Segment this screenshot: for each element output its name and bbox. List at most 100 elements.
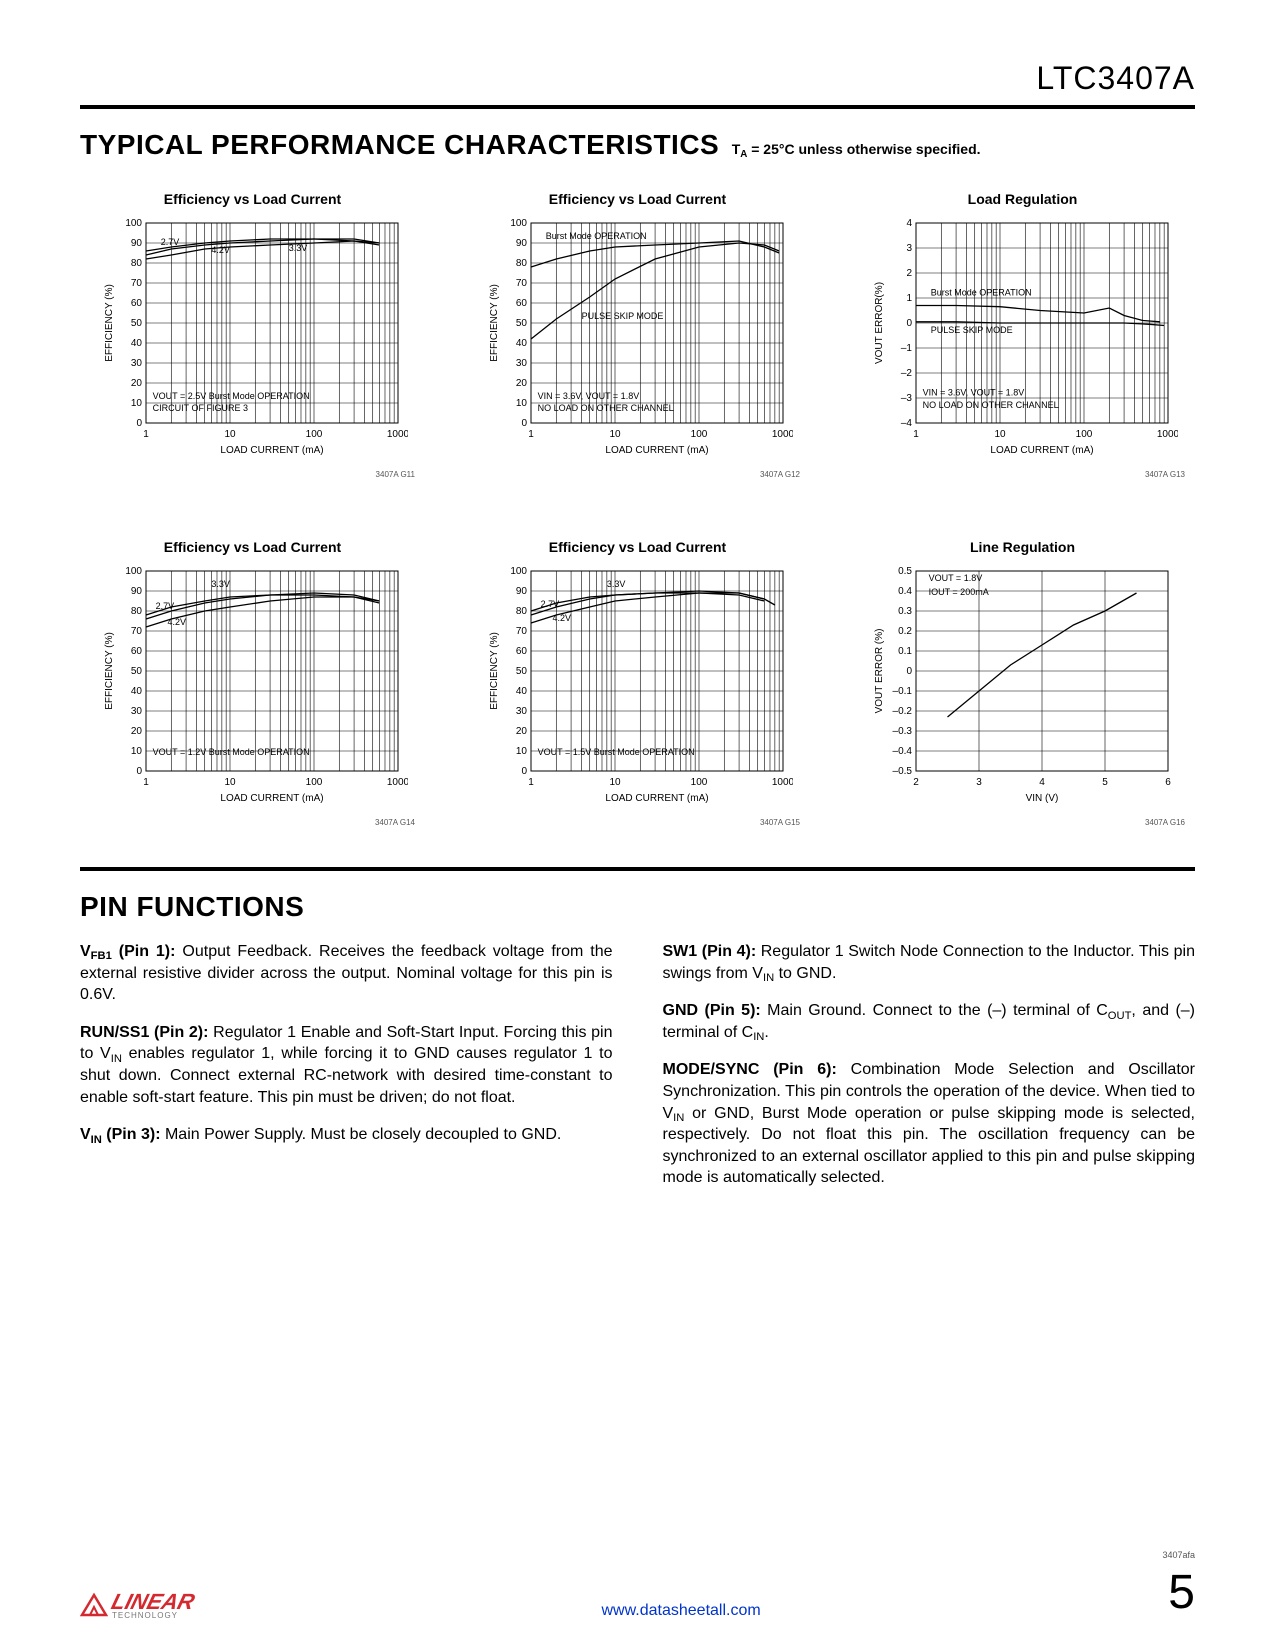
chart-g12: Efficiency vs Load Current01020304050607… <box>465 191 810 479</box>
footer-revision: 3407afa <box>1162 1550 1195 1560</box>
chart-footer-id: 3407A G11 <box>80 470 425 479</box>
part-number: LTC3407A <box>80 60 1195 97</box>
svg-text:1000: 1000 <box>1156 429 1177 440</box>
svg-text:2.7V: 2.7V <box>160 237 179 247</box>
svg-text:VOUT ERROR (%): VOUT ERROR (%) <box>874 629 885 714</box>
linear-logo: LINEAR TECHNOLOGY <box>80 1589 194 1620</box>
svg-text:–0.5: –0.5 <box>892 766 912 777</box>
svg-text:20: 20 <box>515 726 527 737</box>
svg-text:VOUT ERROR(%): VOUT ERROR(%) <box>874 282 885 364</box>
section-title: TYPICAL PERFORMANCE CHARACTERISTICS <box>80 129 719 160</box>
svg-text:30: 30 <box>130 706 142 717</box>
svg-text:LOAD CURRENT (mA): LOAD CURRENT (mA) <box>220 445 323 456</box>
svg-text:3.3V: 3.3V <box>606 579 625 589</box>
svg-text:NO LOAD ON OTHER CHANNEL: NO LOAD ON OTHER CHANNEL <box>537 403 673 413</box>
chart-svg: 01020304050607080901001101001000LOAD CUR… <box>483 561 793 811</box>
svg-text:80: 80 <box>515 606 527 617</box>
svg-text:EFFICIENCY (%): EFFICIENCY (%) <box>104 284 115 362</box>
svg-text:3.3V: 3.3V <box>211 579 230 589</box>
chart-footer-id: 3407A G13 <box>850 470 1195 479</box>
svg-text:30: 30 <box>130 358 142 369</box>
svg-text:60: 60 <box>515 646 527 657</box>
svg-text:80: 80 <box>515 258 527 269</box>
svg-text:0.1: 0.1 <box>898 646 912 657</box>
svg-text:20: 20 <box>130 378 142 389</box>
svg-text:LOAD CURRENT (mA): LOAD CURRENT (mA) <box>220 793 323 804</box>
svg-text:0.4: 0.4 <box>898 586 912 597</box>
svg-text:IOUT = 200mA: IOUT = 200mA <box>928 587 988 597</box>
svg-text:60: 60 <box>515 298 527 309</box>
svg-text:100: 100 <box>510 566 527 577</box>
logo-text: LINEAR <box>109 1589 198 1615</box>
svg-text:VOUT = 1.2V Burst Mode OPERATI: VOUT = 1.2V Burst Mode OPERATION <box>152 747 309 757</box>
chart-g14: Efficiency vs Load Current01020304050607… <box>80 539 425 827</box>
header-rule <box>80 105 1195 109</box>
svg-text:0.5: 0.5 <box>898 566 912 577</box>
svg-text:0: 0 <box>906 318 912 329</box>
svg-text:0.2: 0.2 <box>898 626 912 637</box>
svg-text:40: 40 <box>130 338 142 349</box>
chart-g11: Efficiency vs Load Current01020304050607… <box>80 191 425 479</box>
svg-text:PULSE SKIP MODE: PULSE SKIP MODE <box>930 325 1012 335</box>
svg-text:EFFICIENCY (%): EFFICIENCY (%) <box>489 632 500 710</box>
svg-text:70: 70 <box>515 278 527 289</box>
footer: LINEAR TECHNOLOGY www.datasheetall.com 5 <box>80 1565 1195 1620</box>
svg-text:CIRCUIT OF FIGURE 3: CIRCUIT OF FIGURE 3 <box>152 403 247 413</box>
footer-url: www.datasheetall.com <box>194 1602 1168 1620</box>
svg-text:1: 1 <box>143 429 149 440</box>
svg-text:–3: –3 <box>900 393 912 404</box>
svg-text:Burst Mode OPERATION: Burst Mode OPERATION <box>545 231 646 241</box>
chart-title: Load Regulation <box>968 191 1078 207</box>
svg-text:Burst Mode OPERATION: Burst Mode OPERATION <box>930 288 1031 298</box>
svg-text:2.7V: 2.7V <box>540 599 559 609</box>
chart-svg: 01020304050607080901001101001000LOAD CUR… <box>98 213 408 463</box>
svg-text:VIN (V): VIN (V) <box>1025 793 1058 804</box>
chart-svg: 01020304050607080901001101001000LOAD CUR… <box>98 561 408 811</box>
svg-text:90: 90 <box>130 586 142 597</box>
svg-text:80: 80 <box>130 258 142 269</box>
svg-text:–2: –2 <box>900 368 912 379</box>
svg-text:4.2V: 4.2V <box>167 617 186 627</box>
svg-text:70: 70 <box>130 278 142 289</box>
svg-text:100: 100 <box>690 429 707 440</box>
svg-text:90: 90 <box>515 238 527 249</box>
svg-text:EFFICIENCY (%): EFFICIENCY (%) <box>104 632 115 710</box>
chart-title: Line Regulation <box>970 539 1075 555</box>
svg-text:20: 20 <box>130 726 142 737</box>
pin-description: VIN (Pin 3): Main Power Supply. Must be … <box>80 1124 613 1146</box>
svg-text:100: 100 <box>305 429 322 440</box>
svg-text:40: 40 <box>130 686 142 697</box>
svg-text:80: 80 <box>130 606 142 617</box>
chart-footer-id: 3407A G12 <box>465 470 810 479</box>
pin-functions-columns: VFB1 (Pin 1): Output Feedback. Receives … <box>80 941 1195 1205</box>
logo-icon <box>80 1591 108 1619</box>
svg-text:0: 0 <box>136 418 142 429</box>
svg-text:100: 100 <box>125 218 142 229</box>
svg-text:–0.3: –0.3 <box>892 726 912 737</box>
svg-text:30: 30 <box>515 358 527 369</box>
pin-description: MODE/SYNC (Pin 6): Combination Mode Sele… <box>663 1059 1196 1189</box>
chart-svg: –4–3–2–1012341101001000LOAD CURRENT (mA)… <box>868 213 1178 463</box>
svg-text:10: 10 <box>994 429 1006 440</box>
svg-text:20: 20 <box>515 378 527 389</box>
svg-text:VOUT = 1.8V: VOUT = 1.8V <box>928 573 982 583</box>
svg-text:10: 10 <box>224 777 236 788</box>
svg-text:1: 1 <box>913 429 919 440</box>
svg-text:50: 50 <box>130 666 142 677</box>
svg-text:LOAD CURRENT (mA): LOAD CURRENT (mA) <box>605 445 708 456</box>
svg-text:–0.1: –0.1 <box>892 686 912 697</box>
svg-text:0: 0 <box>906 666 912 677</box>
svg-text:100: 100 <box>305 777 322 788</box>
svg-text:NO LOAD ON OTHER CHANNEL: NO LOAD ON OTHER CHANNEL <box>922 400 1058 410</box>
svg-text:4.2V: 4.2V <box>552 613 571 623</box>
pin-functions-title: PIN FUNCTIONS <box>80 891 1195 923</box>
svg-text:70: 70 <box>515 626 527 637</box>
svg-text:3: 3 <box>976 777 982 788</box>
svg-text:VOUT = 2.5V Burst Mode OPERATI: VOUT = 2.5V Burst Mode OPERATION <box>152 391 309 401</box>
svg-text:4: 4 <box>906 218 912 229</box>
svg-text:90: 90 <box>130 238 142 249</box>
svg-text:1000: 1000 <box>386 777 407 788</box>
svg-text:100: 100 <box>510 218 527 229</box>
svg-text:–0.2: –0.2 <box>892 706 912 717</box>
svg-text:1: 1 <box>528 777 534 788</box>
